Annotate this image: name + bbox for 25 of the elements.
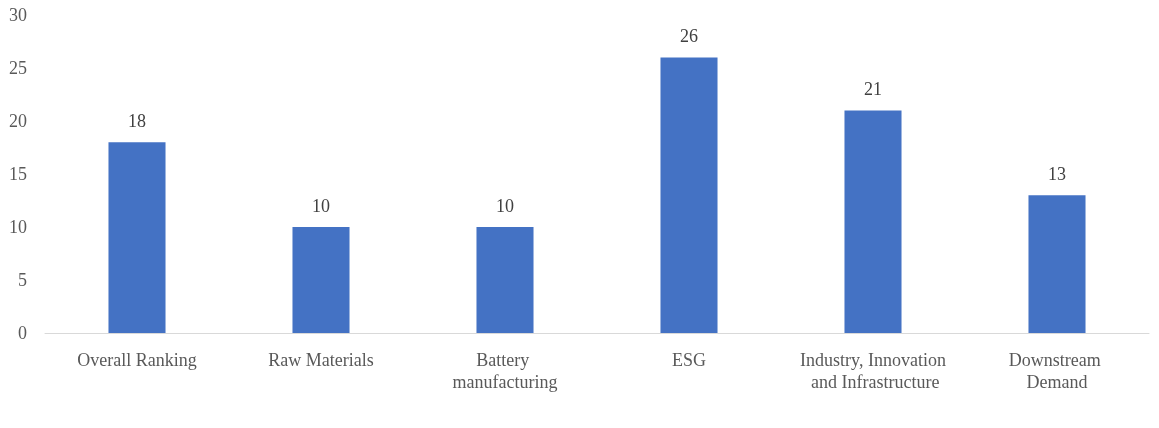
- data-label: 21: [864, 79, 882, 100]
- x-tick-label: Downstream Demand: [1008, 350, 1106, 392]
- bar: [108, 142, 166, 333]
- x-tick-label: Raw Materials: [268, 350, 374, 370]
- x-tick-label: Battery manufacturing: [452, 350, 558, 392]
- data-label: 10: [496, 196, 514, 216]
- y-tick-label: 0: [18, 323, 27, 343]
- x-tick-label: Industry, Innovation and Infrastructure: [800, 350, 946, 392]
- bar: [476, 227, 534, 333]
- y-tick-label: 25: [9, 58, 27, 78]
- y-tick-label: 30: [9, 5, 27, 25]
- data-label: 10: [312, 196, 330, 216]
- bar: [1028, 195, 1086, 333]
- y-tick-label: 15: [9, 164, 27, 184]
- data-label: 26: [680, 26, 698, 47]
- x-tick-label: ESG: [671, 350, 707, 370]
- bar: [292, 227, 350, 333]
- y-tick-label: 20: [9, 111, 27, 131]
- data-label: 13: [1048, 164, 1066, 185]
- data-label: 18: [128, 111, 146, 132]
- bar: [660, 57, 718, 333]
- y-tick-label: 5: [18, 270, 27, 290]
- bar: [844, 110, 902, 333]
- y-tick-label: 10: [9, 217, 27, 237]
- x-tick-label: Overall Ranking: [77, 350, 197, 370]
